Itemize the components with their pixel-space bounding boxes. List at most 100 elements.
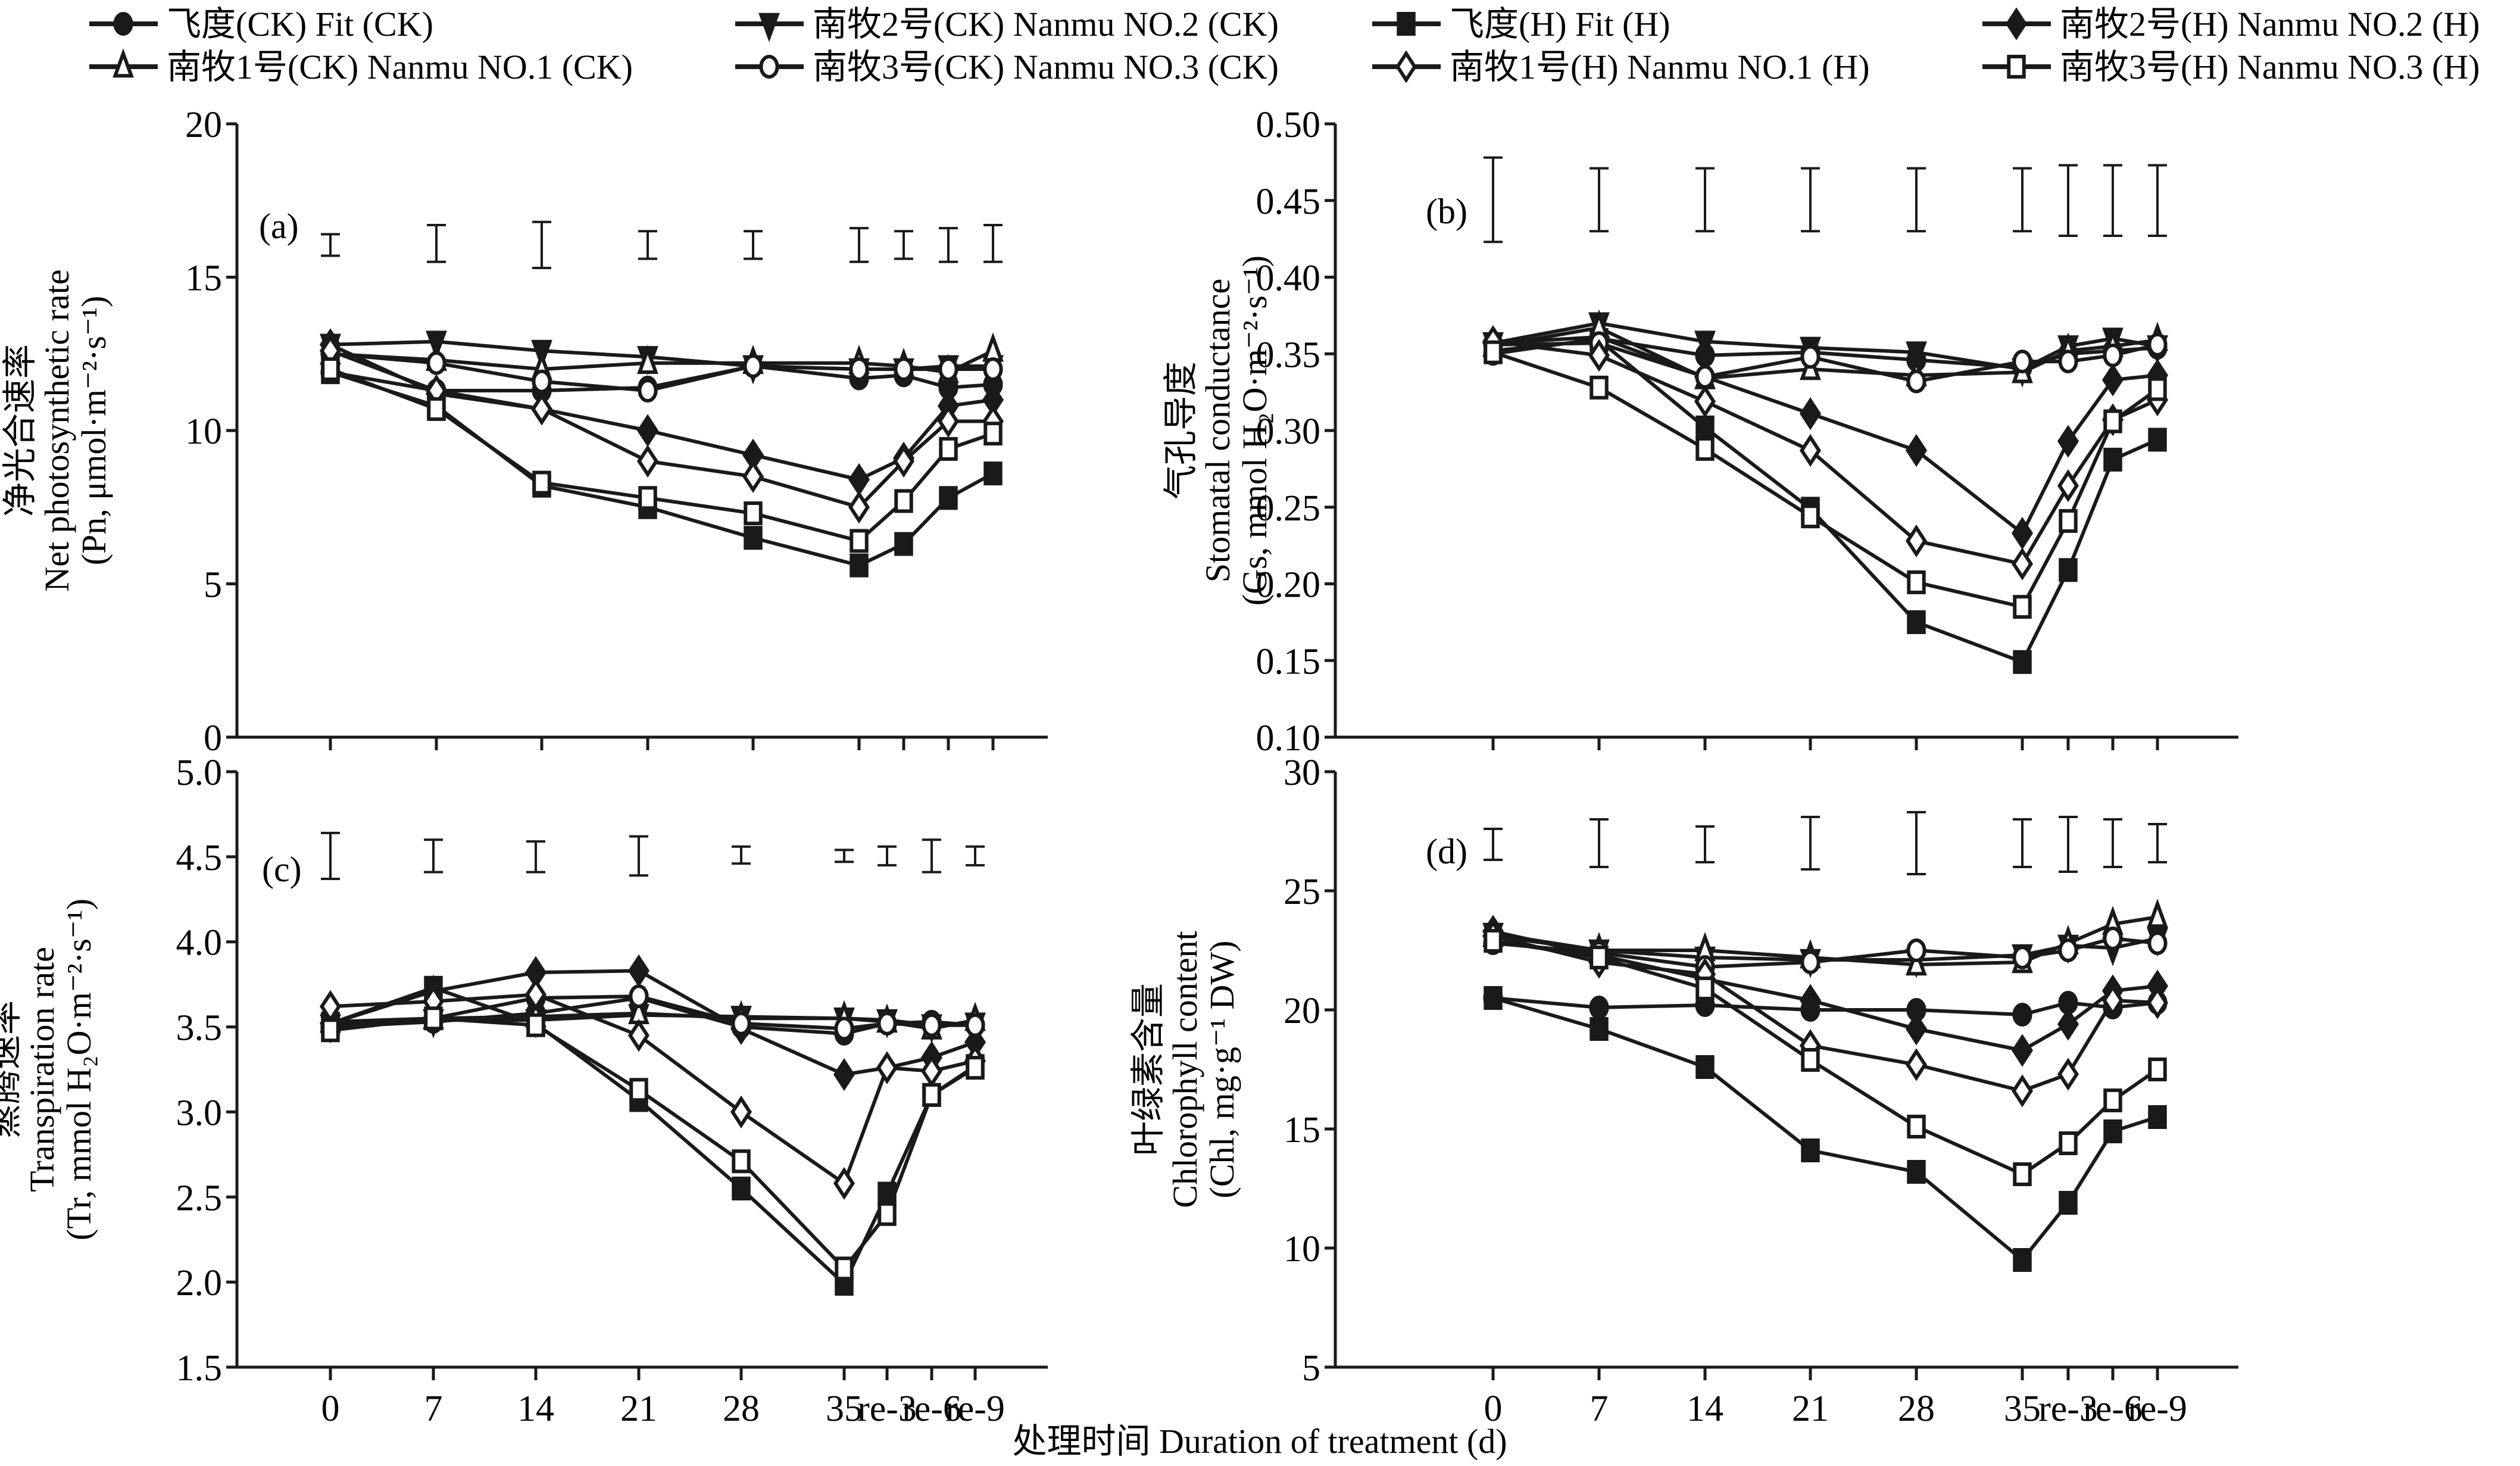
data-point <box>426 351 446 375</box>
y-tick-label: 0.20 <box>1256 565 1321 606</box>
error-bar <box>1801 167 1820 233</box>
legend-label: 南牧1号(H) Nanmu NO.1 (H) <box>1450 48 1870 86</box>
x-tick-label: 0 <box>321 1389 340 1429</box>
y-tick-label: 25 <box>1284 872 1320 912</box>
legend-marker-triangle-up-icon <box>113 48 134 78</box>
x-tick-label: re-3 <box>857 1389 917 1429</box>
data-point <box>2103 927 2123 950</box>
series-n1_h <box>319 334 1004 524</box>
data-point <box>2057 1008 2079 1041</box>
data-point <box>742 460 764 493</box>
data-point <box>732 1177 751 1200</box>
series-n3_h <box>321 357 1003 553</box>
legend-item-n3_h: 南牧3号(H) Nanmu NO.3 (H) <box>1982 48 2480 86</box>
series-line <box>1492 339 2159 566</box>
error-bar <box>1695 167 1715 233</box>
data-point <box>1484 929 1503 953</box>
error-bar <box>532 220 551 270</box>
x-tick-label: 28 <box>1898 1389 1935 1429</box>
data-point <box>629 1078 648 1102</box>
y-tick-label: 0.30 <box>1256 411 1321 452</box>
y-axis-title-line: 蒸腾速率 <box>0 1000 24 1139</box>
legend-marker-diamond-icon <box>2005 7 2028 40</box>
data-point <box>1801 1139 1820 1162</box>
data-point <box>2148 428 2167 452</box>
data-point <box>1906 938 1926 962</box>
error-bar <box>939 227 958 263</box>
data-point <box>1695 415 1715 439</box>
panel-label: (c) <box>262 850 302 889</box>
y-tick-label: 3.5 <box>176 1008 223 1049</box>
data-point <box>877 1011 897 1035</box>
legend-marker-square-icon <box>1397 12 1416 36</box>
data-point <box>939 486 958 510</box>
series-fit_h <box>1484 986 2167 1272</box>
data-point <box>878 1202 897 1226</box>
x-tick-label: 0 <box>1484 1389 1503 1429</box>
error-bar <box>744 230 763 260</box>
error-bar <box>321 831 340 880</box>
error-bar <box>1907 167 1926 233</box>
data-point <box>1799 984 1822 1017</box>
data-point <box>833 1166 855 1200</box>
series-line <box>1492 939 2159 1176</box>
data-point <box>939 436 958 461</box>
data-point <box>848 491 870 524</box>
data-point <box>937 404 960 438</box>
data-point <box>849 357 869 381</box>
data-point <box>526 1013 545 1037</box>
x-tick-label: re-6 <box>902 1389 961 1429</box>
legend-item-fit_ck: 飞度(CK) Fit (CK) <box>89 5 433 43</box>
data-point <box>2101 984 2124 1017</box>
data-point <box>1590 946 1609 969</box>
y-tick-label: 10 <box>1284 1229 1320 1270</box>
data-point <box>1907 1115 1926 1139</box>
legend-marker-circle-icon <box>113 12 133 36</box>
data-point <box>966 1056 985 1080</box>
panel-c: 1.52.02.53.03.54.04.55.00 7 14 21 28 35re-3re… <box>0 753 1048 1429</box>
data-point <box>1588 339 1610 372</box>
error-bar <box>2148 164 2167 237</box>
data-point <box>983 357 1003 381</box>
data-point <box>2012 350 2032 374</box>
data-point <box>524 978 547 1011</box>
y-tick-label: 0.35 <box>1256 335 1321 375</box>
data-point <box>638 486 657 510</box>
legend-item-fit_h: 飞度(H) Fit (H) <box>1372 5 1670 43</box>
data-point <box>2011 1034 2034 1067</box>
y-tick-label: 20 <box>1284 991 1320 1031</box>
data-point <box>892 444 915 478</box>
data-point <box>1801 504 1820 529</box>
data-point <box>1907 610 1926 634</box>
error-bar <box>2059 816 2078 873</box>
legend-marker-circle-icon <box>759 55 779 79</box>
data-point <box>1590 375 1609 400</box>
data-point <box>2013 1162 2032 1186</box>
y-axis-title-line: (Pn, μmol·m⁻²·s⁻¹) <box>74 296 113 566</box>
data-point <box>1799 433 1822 467</box>
legend-label: 南牧2号(CK) Nanmu NO.2 (CK) <box>813 5 1279 43</box>
data-point <box>922 1083 941 1107</box>
y-tick-label: 5 <box>1302 1348 1320 1389</box>
panel-b: 0.10 0.15 0.20 0.25 0.30 0.35 0.40 0.45 0.50 (b) 气… <box>1161 105 2238 759</box>
y-tick-label: 15 <box>185 258 222 299</box>
panel-label: (d) <box>1426 832 1467 871</box>
legend-marker-square-icon <box>2007 55 2026 79</box>
error-bar <box>2013 167 2032 233</box>
x-tick-label: 7 <box>424 1389 443 1429</box>
series-n3_h <box>321 1006 985 1281</box>
legend-item-n1_h: 南牧1号(H) Nanmu NO.1 (H) <box>1372 48 1870 86</box>
data-point <box>1695 977 1715 1000</box>
data-point <box>2057 469 2079 503</box>
data-point <box>627 1019 650 1052</box>
x-tick-label: 21 <box>620 1389 657 1429</box>
data-point <box>2103 409 2122 433</box>
y-axis-title-line: (Tr, mmol H₂O·m⁻²·s⁻¹) <box>60 899 98 1240</box>
data-point <box>834 1016 854 1041</box>
error-bar <box>966 845 985 867</box>
data-point <box>424 1006 443 1031</box>
